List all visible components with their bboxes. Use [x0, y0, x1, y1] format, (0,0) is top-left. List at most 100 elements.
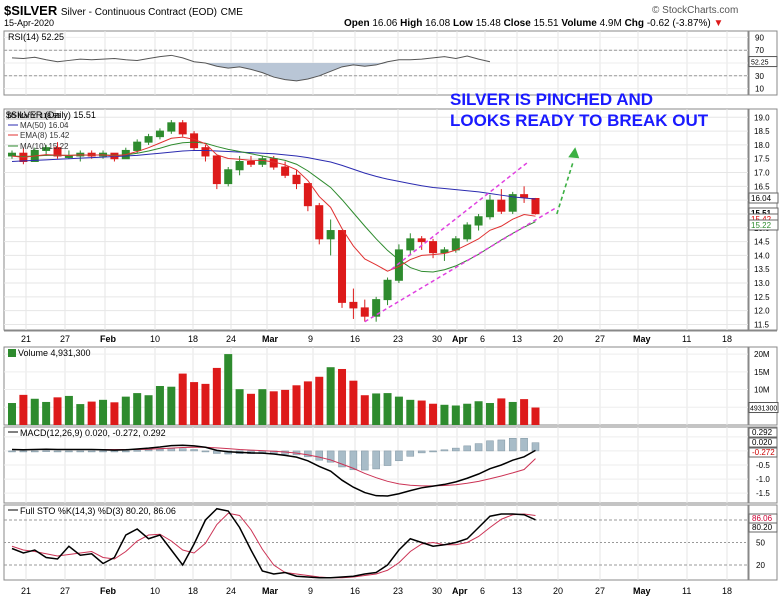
exchange: CME — [220, 7, 243, 18]
volume-bar — [64, 395, 73, 425]
price-tick-label: 17.5 — [754, 155, 770, 164]
price-tick-label: 11.5 — [754, 320, 770, 329]
price-x-label: 9 — [308, 334, 313, 344]
bottom-x-label: 13 — [512, 586, 522, 596]
ma50-value-box — [748, 192, 779, 204]
macd-histogram-bar — [53, 450, 62, 453]
price-tick-label: 14.0 — [754, 251, 770, 260]
price-x-label: 24 — [226, 334, 236, 344]
volume-bar — [269, 391, 278, 425]
price-tick-label: 18.5 — [754, 127, 770, 136]
bottom-x-label: 27 — [60, 586, 70, 596]
price-x-label: 18 — [188, 334, 198, 344]
price-x-label: 23 — [393, 334, 403, 344]
candle-body — [520, 194, 529, 198]
upper-trendline — [391, 162, 528, 270]
macd-histogram-bar — [497, 439, 506, 452]
macd-histogram-bar — [383, 450, 392, 466]
volume-bar — [303, 381, 312, 425]
ma10-value-label: 15.22 — [751, 221, 772, 230]
rsi-below50-fill — [12, 63, 490, 81]
volume-bar — [531, 407, 540, 425]
volume-bar — [326, 367, 335, 425]
macd-histogram-bar — [304, 450, 312, 458]
high-label: High — [400, 18, 423, 29]
volume-bar — [167, 386, 176, 425]
rsi-tick-label: 90 — [755, 33, 764, 42]
bottom-x-label: 24 — [226, 586, 236, 596]
sto-k-line — [11, 507, 536, 579]
macd-histogram-bar — [99, 450, 107, 453]
candle-body — [64, 155, 73, 158]
sto-value-label-d: 86.06 — [752, 514, 773, 523]
volume-bar — [406, 399, 415, 425]
candle-body — [144, 136, 153, 143]
macd-histogram-bar — [474, 443, 483, 452]
volume-bar — [463, 403, 472, 425]
symbol-title: $SILVER Silver - Continuous Contract (EO… — [4, 3, 243, 18]
candle-body — [315, 205, 324, 240]
candle-body — [338, 230, 347, 303]
macd-histogram-bar — [190, 449, 198, 452]
macd-legend: MACD(12,26,9) 0.020, -0.272, 0.292 — [20, 428, 166, 438]
price-tick-label: 12.0 — [754, 307, 770, 316]
volume-legend-swatch — [8, 349, 16, 357]
annotation-line-2: LOOKS READY TO BREAK OUT — [450, 111, 709, 130]
volume-bar — [417, 400, 426, 425]
volume-bar — [338, 368, 347, 425]
macd-histogram-bar — [508, 438, 517, 452]
macd-histogram-bar — [395, 450, 403, 462]
rsi-tick-label: 30 — [755, 72, 764, 81]
volume-bar — [315, 376, 324, 425]
volume-bar — [235, 389, 244, 425]
macd-histogram-bar — [8, 450, 16, 453]
tooltip-box — [6, 110, 56, 120]
price-tick-label: 17.0 — [754, 169, 770, 178]
macd-histogram-bar — [144, 449, 153, 452]
sto-value-box-1 — [748, 522, 778, 533]
candle-body — [8, 152, 16, 157]
macd-histogram-bar — [440, 449, 449, 452]
candle-body — [326, 230, 335, 240]
macd-line — [11, 444, 536, 497]
price-x-label: 10 — [150, 334, 160, 344]
price-tick-label: 18.0 — [754, 141, 770, 150]
volume-value-label: 4931300 — [750, 406, 777, 413]
price-x-label: Mar — [262, 334, 279, 344]
macd-histogram-bar — [452, 447, 460, 452]
volume-bar — [360, 395, 369, 425]
macd-histogram-bar — [463, 445, 471, 452]
candle-body — [201, 147, 210, 157]
bottom-x-label: 27 — [595, 586, 605, 596]
macd-histogram-bar — [65, 450, 73, 453]
price-x-label: 20 — [553, 334, 563, 344]
chart-annotation: SILVER IS PINCHED AND LOOKS READY TO BRE… — [450, 89, 708, 131]
price-x-label: 13 — [512, 334, 522, 344]
bottom-x-label: 18 — [722, 586, 732, 596]
macd-histogram-bar — [167, 448, 176, 452]
volume-bar — [42, 401, 51, 425]
rsi-legend: RSI(14) 52.25 — [8, 32, 64, 42]
macd-histogram-bar — [406, 450, 415, 457]
rsi-line — [11, 54, 491, 82]
macd-histogram-bar — [349, 450, 358, 471]
volume-bar — [178, 373, 187, 425]
chg-label: Chg — [624, 18, 645, 29]
macd-value-box-2 — [748, 447, 778, 458]
price-tooltip: 05 Mar Y: 118.95 — [8, 113, 61, 120]
volume-bar — [76, 404, 85, 425]
volume-bar — [281, 389, 290, 425]
candle-body — [53, 147, 62, 157]
volume-bar — [190, 382, 199, 425]
ohlc-readout: Open 16.06 High 16.08 Low 15.48 Close 15… — [344, 18, 723, 29]
candle-body — [451, 238, 460, 251]
candle-body — [235, 160, 244, 171]
ma50-legend: MA(50) 16.04 — [20, 121, 69, 130]
macd-value-label: -0.272 — [752, 448, 775, 457]
macd-histogram-bar — [31, 450, 39, 453]
candle-body — [167, 122, 176, 132]
candle-body — [246, 160, 255, 165]
volume-bar — [201, 383, 210, 425]
volume-bar — [155, 386, 164, 425]
